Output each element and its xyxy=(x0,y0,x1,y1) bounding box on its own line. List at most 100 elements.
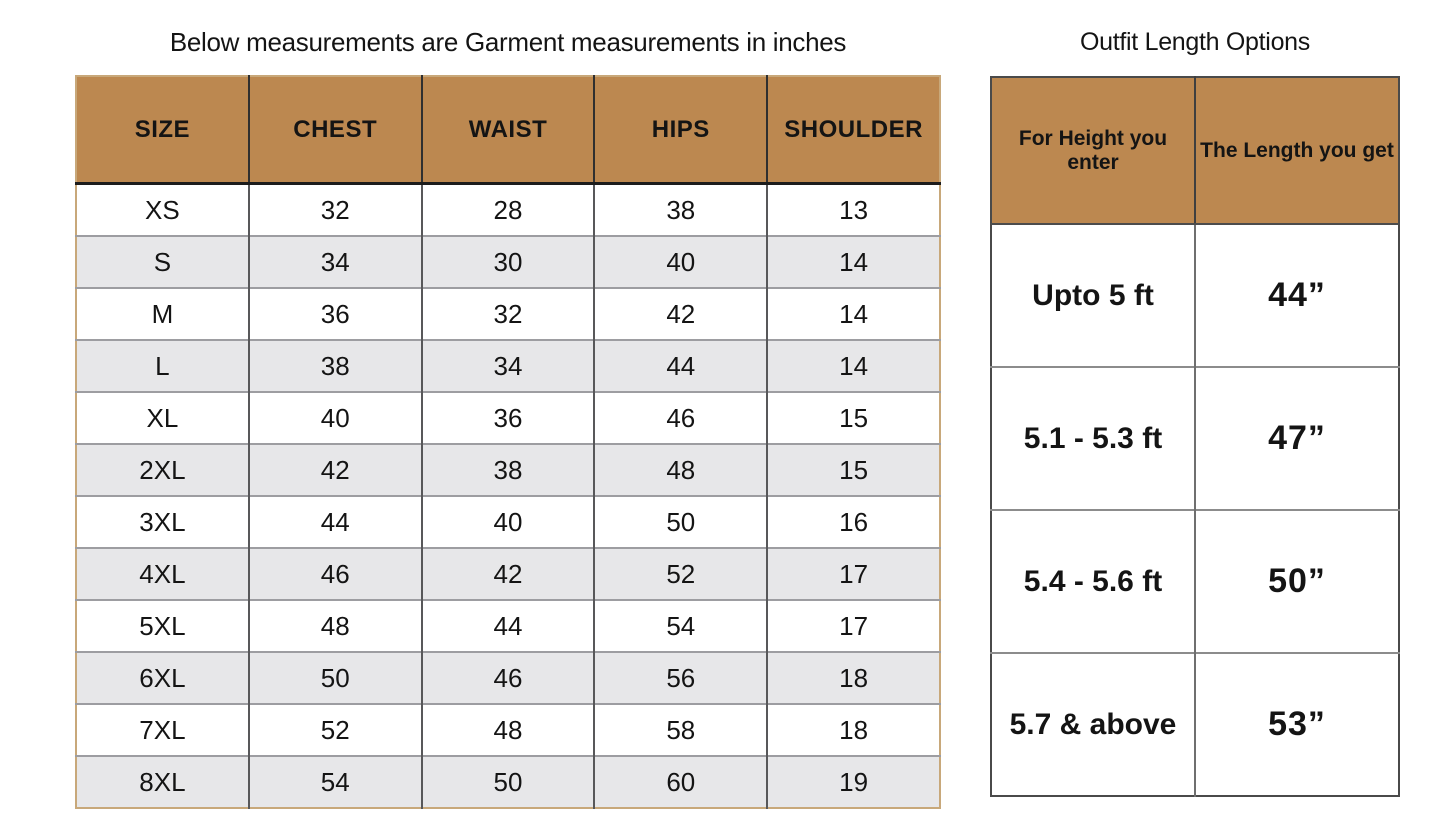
table-cell: 58 xyxy=(593,703,768,756)
garment-table-header: SIZE CHEST WAIST HIPS SHOULDER xyxy=(76,76,940,185)
table-cell: 42 xyxy=(593,287,768,340)
outfit-length-title: Outfit Length Options xyxy=(1080,28,1310,56)
table-cell: S xyxy=(76,235,249,288)
table-cell: 38 xyxy=(247,339,422,392)
column-header-shoulder: SHOULDER xyxy=(766,76,940,185)
table-cell: 47” xyxy=(1194,366,1399,510)
header-row: SIZE CHEST WAIST HIPS SHOULDER xyxy=(76,76,940,185)
table-cell: 44” xyxy=(1194,224,1399,367)
table-cell: 38 xyxy=(420,443,595,496)
table-cell: 46 xyxy=(247,547,422,600)
table-cell: 5.1 - 5.3 ft xyxy=(991,366,1195,510)
table-cell: 54 xyxy=(593,599,768,652)
outfit-length-table: For Height you enter The Length you get … xyxy=(990,76,1400,797)
table-cell: 4XL xyxy=(76,547,249,600)
table-cell: 18 xyxy=(766,703,940,756)
table-cell: 14 xyxy=(766,235,940,288)
table-cell: 17 xyxy=(766,547,940,600)
table-row: XL 40 36 46 15 xyxy=(76,391,940,444)
table-cell: 34 xyxy=(420,339,595,392)
table-row: 5.4 - 5.6 ft 50” xyxy=(991,509,1399,653)
table-row: 2XL 42 38 48 15 xyxy=(76,443,940,496)
table-cell: 15 xyxy=(766,443,940,496)
table-cell: 44 xyxy=(593,339,768,392)
outfit-length-header: For Height you enter The Length you get xyxy=(991,77,1399,225)
table-cell: 42 xyxy=(420,547,595,600)
table-cell: 48 xyxy=(247,599,422,652)
table-cell: 44 xyxy=(247,495,422,548)
table-cell: 14 xyxy=(766,339,940,392)
column-header-size: SIZE xyxy=(76,76,249,185)
column-header-waist: WAIST xyxy=(420,76,595,185)
table-cell: 42 xyxy=(247,443,422,496)
table-cell: 28 xyxy=(420,183,595,236)
table-cell: XL xyxy=(76,391,249,444)
table-cell: M xyxy=(76,287,249,340)
table-cell: 30 xyxy=(420,235,595,288)
garment-table-body: XS 32 28 38 13 S 34 30 40 14 M 36 32 42 14 L 38 34 44 14 XL 4… xyxy=(76,183,940,808)
table-cell: XS xyxy=(145,194,180,225)
garment-measurements-title: Below measurements are Garment measureme… xyxy=(169,27,847,57)
table-cell: 16 xyxy=(766,495,940,548)
column-header-height: For Height you enter xyxy=(991,77,1195,225)
table-cell: 38 xyxy=(593,183,768,236)
table-row: 7XL 52 48 58 18 xyxy=(76,703,940,756)
table-cell: 32 xyxy=(247,183,422,236)
table-row: 4XL 46 42 52 17 xyxy=(76,547,940,600)
table-cell: 60 xyxy=(593,755,768,808)
table-row: 5.1 - 5.3 ft 47” xyxy=(991,366,1399,510)
table-row: XS 32 28 38 13 xyxy=(76,183,940,236)
table-cell: 19 xyxy=(766,755,940,808)
garment-measurements-table: SIZE CHEST WAIST HIPS SHOULDER XS 32 28 38 1… xyxy=(75,75,941,809)
table-cell: 18 xyxy=(766,651,940,704)
table-cell: 53” xyxy=(1194,652,1399,796)
table-cell: 52 xyxy=(593,547,768,600)
table-cell: 40 xyxy=(593,235,768,288)
table-cell: Upto 5 ft xyxy=(1032,278,1154,312)
table-cell: 46 xyxy=(593,391,768,444)
table-cell: 8XL xyxy=(76,755,249,808)
table-row: 5XL 48 44 54 17 xyxy=(76,599,940,652)
table-cell: 6XL xyxy=(76,651,249,704)
table-cell: 34 xyxy=(247,235,422,288)
table-row: M 36 32 42 14 xyxy=(76,287,940,340)
table-cell: 5XL xyxy=(76,599,249,652)
table-cell: 56 xyxy=(593,651,768,704)
table-cell: 32 xyxy=(420,287,595,340)
table-cell: 46 xyxy=(420,651,595,704)
table-cell: 52 xyxy=(247,703,422,756)
table-row: 6XL 50 46 56 18 xyxy=(76,651,940,704)
table-cell: 15 xyxy=(766,391,940,444)
table-cell: 5.7 & above xyxy=(991,652,1195,796)
table-cell: 48 xyxy=(593,443,768,496)
table-cell: 17 xyxy=(766,599,940,652)
table-cell: 7XL xyxy=(76,703,249,756)
table-cell: 3XL xyxy=(76,495,249,548)
table-cell: 44 xyxy=(420,599,595,652)
column-header-hips: HIPS xyxy=(593,76,768,185)
table-cell: 40 xyxy=(247,391,422,444)
table-cell: 50 xyxy=(593,495,768,548)
table-row: L 38 34 44 14 xyxy=(76,339,940,392)
table-cell: 40 xyxy=(420,495,595,548)
table-row: 5.7 & above 53” xyxy=(991,652,1399,796)
header-row: For Height you enter The Length you get xyxy=(991,77,1399,225)
table-cell: 36 xyxy=(247,287,422,340)
column-header-chest: CHEST xyxy=(247,76,422,185)
table-cell: 54 xyxy=(247,755,422,808)
table-cell: 48 xyxy=(420,703,595,756)
table-cell: 50” xyxy=(1194,509,1399,653)
table-cell: 2XL xyxy=(76,443,249,496)
outfit-length-body: Upto 5 ft 44” 5.1 - 5.3 ft 47” 5.4 - 5.6 ft 5… xyxy=(991,224,1399,796)
table-cell: 50 xyxy=(247,651,422,704)
table-cell: L xyxy=(76,339,249,392)
table-cell: 14 xyxy=(766,287,940,340)
table-cell: 36 xyxy=(420,391,595,444)
table-row: 3XL 44 40 50 16 xyxy=(76,495,940,548)
table-cell: 5.4 - 5.6 ft xyxy=(991,509,1195,653)
table-cell: 13 xyxy=(766,183,940,236)
table-row: 8XL 54 50 60 19 xyxy=(76,755,940,808)
column-header-length: The Length you get xyxy=(1194,77,1399,225)
table-row: S 34 30 40 14 xyxy=(76,235,940,288)
